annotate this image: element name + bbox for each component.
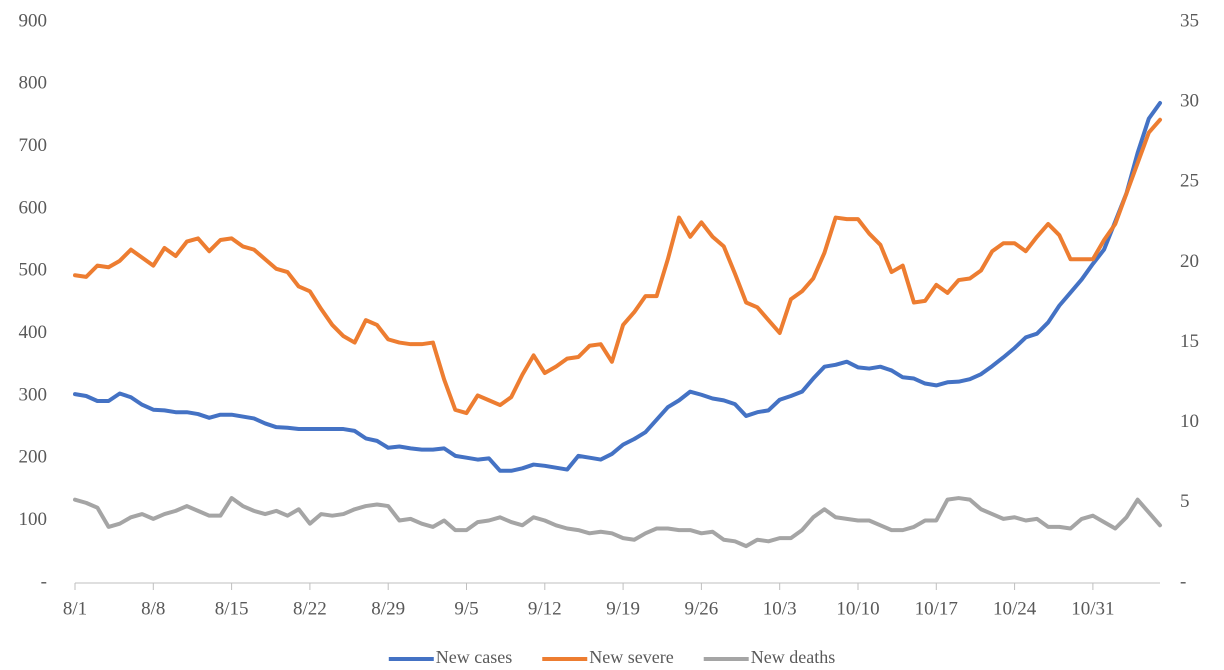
x-tick-label: 8/15: [215, 598, 249, 619]
y-tick-label: 600: [19, 197, 48, 218]
series-line: [73, 101, 1162, 473]
y-tick-label: 100: [19, 509, 48, 530]
x-tick-label: 8/22: [293, 598, 327, 619]
y2-tick-label: 30: [1180, 91, 1199, 112]
x-tick-label: 10/3: [763, 598, 797, 619]
y-tick-label: 500: [19, 260, 48, 281]
legend-label: New deaths: [751, 647, 835, 667]
y2-tick-label: -: [1180, 571, 1186, 592]
x-tick-label: 9/12: [528, 598, 562, 619]
y2-tick-label: 5: [1180, 491, 1190, 512]
legend: New cases New severe New deaths: [388, 647, 835, 667]
legend-label: New severe: [589, 647, 673, 667]
y2-tick-label: 20: [1180, 251, 1199, 272]
series-line: [73, 117, 1162, 416]
x-tick-label: 10/24: [993, 598, 1037, 619]
y2-tick-label: 25: [1180, 171, 1199, 192]
y-tick-label: 900: [19, 10, 48, 31]
y-tick-label: 300: [19, 384, 48, 405]
y-tick-label: -: [41, 571, 47, 592]
x-tick-label: 9/5: [454, 598, 478, 619]
y2-tick-label: 15: [1180, 331, 1199, 352]
x-tick-label: 9/19: [606, 598, 640, 619]
legend-label: New cases: [436, 647, 512, 667]
x-tick-label: 8/29: [371, 598, 405, 619]
x-tick-label: 10/17: [915, 598, 958, 619]
x-tick-label: 8/1: [63, 598, 87, 619]
y-tick-label: 400: [19, 322, 48, 343]
x-tick-label: 10/10: [836, 598, 879, 619]
y-tick-label: 800: [19, 73, 48, 94]
x-tick-label: 8/8: [141, 598, 165, 619]
series-line: [73, 496, 1162, 549]
y-tick-label: 700: [19, 135, 48, 156]
y-tick-label: 200: [19, 447, 48, 468]
x-tick-label: 9/26: [685, 598, 719, 619]
x-tick-label: 10/31: [1071, 598, 1114, 619]
y2-tick-label: 35: [1180, 10, 1199, 31]
y2-tick-label: 10: [1180, 411, 1199, 432]
